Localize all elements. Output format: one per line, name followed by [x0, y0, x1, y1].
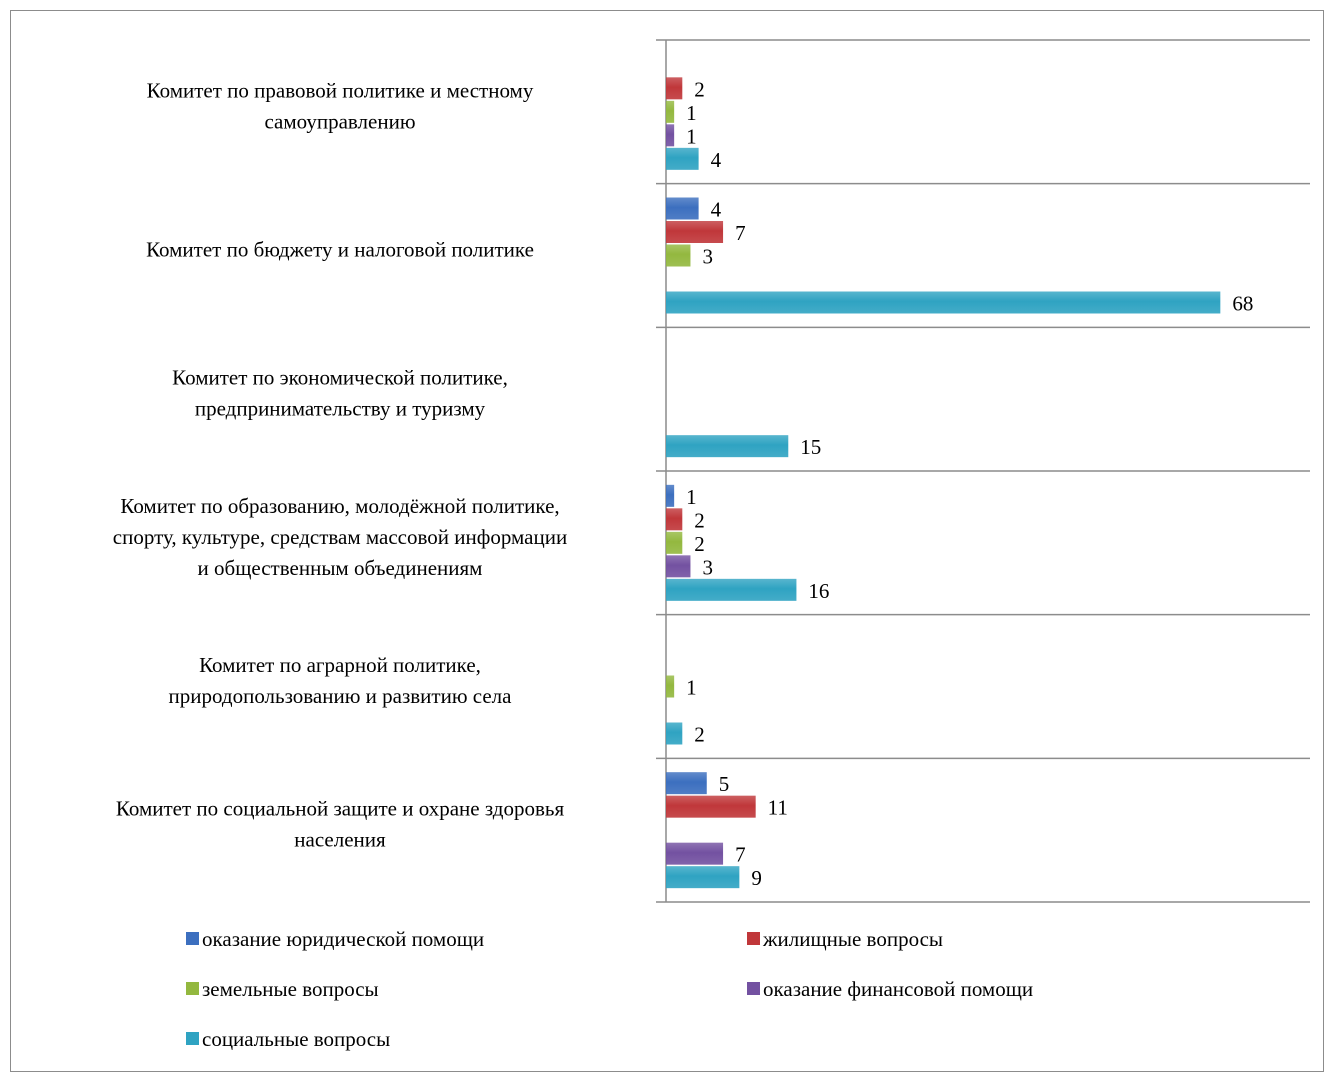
bar: [666, 842, 724, 865]
category-label: Комитет по образованию, молодёжной полит…: [113, 494, 567, 580]
bar: [666, 221, 724, 243]
data-label: 68: [1232, 292, 1253, 316]
data-label: 9: [751, 866, 762, 890]
data-label: 2: [694, 77, 705, 101]
bar: [666, 147, 699, 170]
data-label: 2: [694, 723, 705, 747]
legend-label: жилищные вопросы: [762, 927, 943, 951]
bar: [666, 722, 683, 745]
data-label: 2: [694, 532, 705, 556]
legend-label: земельные вопросы: [202, 977, 379, 1001]
bar: [666, 578, 797, 601]
category-label: Комитет по бюджету и налоговой политике: [146, 238, 534, 262]
data-label: 4: [711, 198, 722, 222]
legend-swatch: [747, 932, 760, 945]
bar: [666, 531, 683, 554]
bar: [666, 77, 683, 100]
bar: [666, 675, 675, 698]
bar: [666, 291, 1221, 314]
legend-label: оказание юридической помощи: [202, 927, 484, 951]
bar: [666, 555, 691, 578]
data-label: 11: [768, 796, 788, 820]
legend-swatch: [747, 982, 760, 995]
data-label: 3: [702, 245, 713, 269]
category-label: Комитет по экономической политике, предпр…: [172, 366, 508, 421]
data-label: 5: [719, 772, 730, 796]
bar: [666, 508, 683, 531]
data-label: 4: [711, 148, 722, 172]
bar: [666, 866, 740, 889]
legend-label: социальные вопросы: [202, 1027, 390, 1051]
data-label: 1: [686, 485, 697, 509]
category-label: Комитет по правовой политике и местному с…: [147, 78, 534, 133]
data-label: 2: [694, 508, 705, 532]
legend-swatch: [186, 982, 199, 995]
bar: [666, 435, 789, 458]
data-label: 15: [800, 435, 821, 459]
category-label: Комитет по социальной защите и охране зд…: [116, 797, 565, 852]
bar: [666, 795, 756, 818]
bar: [666, 484, 675, 507]
bar: [666, 124, 675, 147]
category-label: Комитет по аграрной политике, природополь…: [169, 653, 513, 708]
data-label: 7: [735, 843, 746, 867]
legend-label: оказание финансовой помощи: [763, 977, 1033, 1001]
legend-swatch: [186, 932, 199, 945]
data-label: 1: [686, 676, 697, 700]
data-label: 7: [735, 221, 746, 245]
data-label: 1: [686, 124, 697, 148]
bar: [666, 772, 707, 795]
bar: [666, 244, 691, 267]
bar: [666, 100, 675, 123]
data-label: 1: [686, 101, 697, 125]
legend-swatch: [186, 1032, 199, 1045]
data-label: 16: [808, 579, 829, 603]
bar: [666, 197, 699, 220]
data-label: 3: [702, 555, 713, 579]
